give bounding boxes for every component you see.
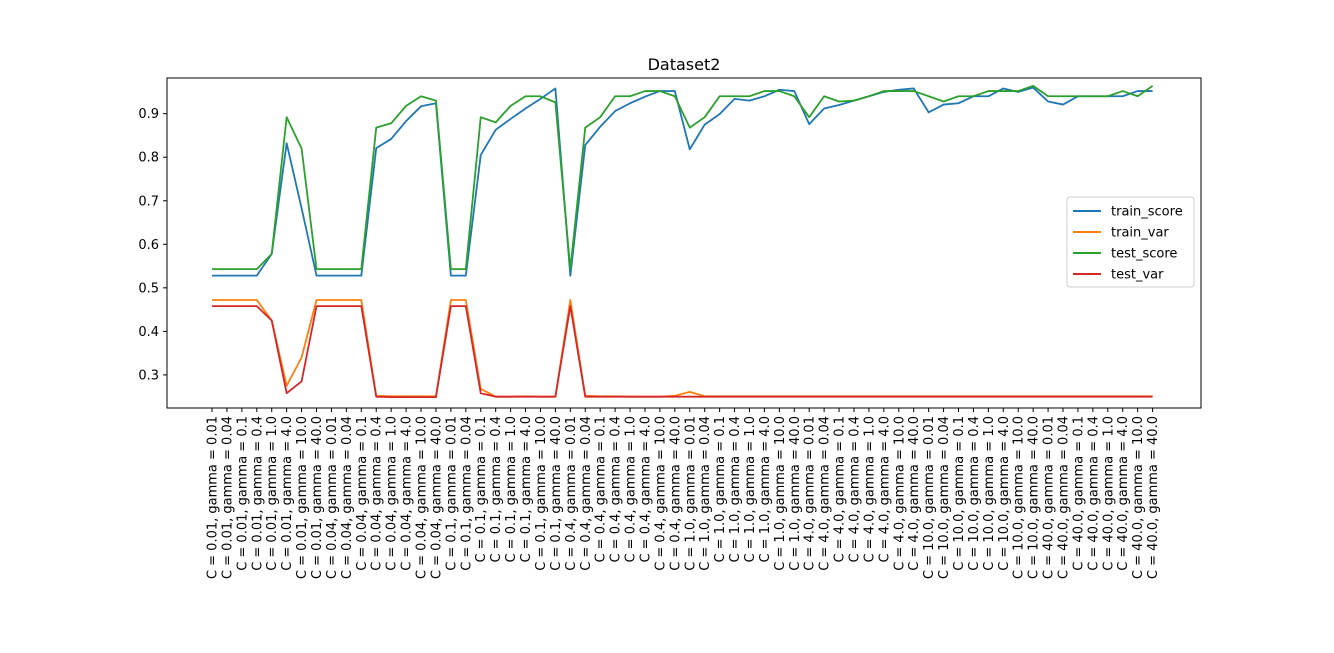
x-tick-label: C = 10.0, gamma = 0.01 xyxy=(922,416,937,579)
x-tick-label: C = 0.4, gamma = 1.0 xyxy=(624,416,639,563)
y-tick-label: 0.6 xyxy=(138,238,159,253)
x-tick-label: C = 10.0, gamma = 4.0 xyxy=(997,416,1012,571)
x-tick-label: C = 1.0, gamma = 0.01 xyxy=(683,416,698,571)
legend-label-train-score: train_score xyxy=(1111,205,1183,220)
x-tick-label: C = 10.0, gamma = 40.0 xyxy=(1027,416,1042,579)
x-tick-label: C = 10.0, gamma = 0.4 xyxy=(967,416,982,571)
x-tick-label: C = 40.0, gamma = 40.0 xyxy=(1146,416,1161,579)
x-tick-label: C = 4.0, gamma = 0.1 xyxy=(833,416,848,563)
x-tick-label: C = 0.4, gamma = 4.0 xyxy=(638,416,653,563)
x-tick-label: C = 40.0, gamma = 1.0 xyxy=(1101,416,1116,571)
x-tick-label: C = 1.0, gamma = 0.1 xyxy=(713,416,728,563)
x-tick-label: C = 1.0, gamma = 10.0 xyxy=(773,416,788,571)
x-tick-label: C = 4.0, gamma = 0.01 xyxy=(803,416,818,571)
x-tick-label: C = 0.1, gamma = 10.0 xyxy=(534,416,549,571)
x-tick-label: C = 40.0, gamma = 4.0 xyxy=(1116,416,1131,571)
x-tick-label: C = 0.01, gamma = 10.0 xyxy=(295,416,310,579)
x-tick-label: C = 1.0, gamma = 1.0 xyxy=(743,416,758,563)
series-line-train-score xyxy=(212,86,1153,277)
y-tick-label: 0.8 xyxy=(138,151,159,166)
plot-area xyxy=(166,77,1202,409)
x-tick-label: C = 10.0, gamma = 10.0 xyxy=(1012,416,1027,579)
x-tick-label: C = 0.04, gamma = 0.04 xyxy=(340,416,355,579)
x-tick-label: C = 4.0, gamma = 0.04 xyxy=(818,416,833,571)
x-tick-label: C = 1.0, gamma = 0.4 xyxy=(728,416,743,563)
x-tick-label: C = 0.4, gamma = 0.01 xyxy=(564,416,579,571)
series-line-test-var xyxy=(212,305,1153,399)
x-tick-label: C = 0.01, gamma = 0.04 xyxy=(220,416,235,579)
x-tick-label: C = 0.01, gamma = 0.4 xyxy=(250,416,265,571)
x-tick-label: C = 1.0, gamma = 40.0 xyxy=(788,416,803,571)
x-tick-label: C = 0.04, gamma = 4.0 xyxy=(400,416,415,571)
y-axis: 0.3 0.4 0.5 0.6 0.7 0.8 0.9 xyxy=(138,107,167,383)
x-tick-label: C = 0.1, gamma = 0.4 xyxy=(489,416,504,563)
x-tick-label: C = 10.0, gamma = 0.04 xyxy=(937,416,952,579)
y-tick-label: 0.9 xyxy=(138,107,159,122)
x-tick-label: C = 0.1, gamma = 1.0 xyxy=(504,416,519,563)
x-tick-label: C = 0.04, gamma = 40.0 xyxy=(429,416,444,579)
y-tick-label: 0.4 xyxy=(138,325,159,340)
x-tick-label: C = 0.1, gamma = 0.01 xyxy=(444,416,459,571)
x-tick-label: C = 0.01, gamma = 0.01 xyxy=(206,416,221,579)
x-tick-label: C = 0.01, gamma = 1.0 xyxy=(265,416,280,571)
x-tick-label: C = 0.4, gamma = 0.4 xyxy=(609,416,624,563)
x-tick-label: C = 0.1, gamma = 0.1 xyxy=(474,416,489,563)
legend-label-test-score: test_score xyxy=(1111,247,1177,262)
x-tick-label: C = 0.4, gamma = 10.0 xyxy=(653,416,668,571)
series-line-test-score xyxy=(212,84,1154,271)
x-tick-label: C = 4.0, gamma = 40.0 xyxy=(907,416,922,571)
y-tick-label: 0.5 xyxy=(138,281,159,296)
x-tick-label: C = 0.01, gamma = 40.0 xyxy=(310,416,325,579)
x-tick-label: C = 1.0, gamma = 4.0 xyxy=(758,416,773,563)
x-tick-label: C = 0.04, gamma = 0.01 xyxy=(325,416,340,579)
y-tick-label: 0.7 xyxy=(138,194,159,209)
x-tick-label: C = 4.0, gamma = 4.0 xyxy=(877,416,892,563)
x-tick-label: C = 0.4, gamma = 0.04 xyxy=(579,416,594,571)
y-tick-label: 0.3 xyxy=(138,368,159,383)
x-tick-label: C = 0.01, gamma = 4.0 xyxy=(280,416,295,571)
x-tick-label: C = 4.0, gamma = 10.0 xyxy=(892,416,907,571)
x-tick-label: C = 4.0, gamma = 0.4 xyxy=(847,416,862,563)
legend-label-test-var: test_var xyxy=(1111,268,1164,283)
x-tick-label: C = 0.04, gamma = 10.0 xyxy=(415,416,430,579)
x-tick-label: C = 10.0, gamma = 1.0 xyxy=(982,416,997,571)
legend-box xyxy=(1066,196,1195,288)
x-tick-label: C = 0.04, gamma = 0.1 xyxy=(355,416,370,571)
x-tick-label: C = 40.0, gamma = 0.01 xyxy=(1042,416,1057,579)
series-line-train-var xyxy=(212,299,1153,398)
x-tick-label: C = 0.1, gamma = 40.0 xyxy=(549,416,564,571)
x-tick-label: C = 0.4, gamma = 40.0 xyxy=(668,416,683,571)
legend-label-train-var: train_var xyxy=(1111,226,1169,241)
chart-title: Dataset2 xyxy=(648,55,721,74)
x-tick-label: C = 40.0, gamma = 0.4 xyxy=(1086,416,1101,571)
x-tick-label: C = 0.01, gamma = 0.1 xyxy=(235,416,250,571)
x-tick-label: C = 4.0, gamma = 1.0 xyxy=(862,416,877,563)
x-tick-label: C = 10.0, gamma = 0.1 xyxy=(952,416,967,571)
x-tick-label: C = 40.0, gamma = 10.0 xyxy=(1131,416,1146,579)
x-tick-label: C = 0.1, gamma = 4.0 xyxy=(519,416,534,563)
x-axis: C = 0.01, gamma = 0.01 C = 0.01, gamma = … xyxy=(206,408,1161,579)
x-tick-label: C = 0.04, gamma = 0.4 xyxy=(370,416,385,571)
x-tick-label: C = 40.0, gamma = 0.1 xyxy=(1071,416,1086,571)
x-tick-label: C = 0.1, gamma = 0.04 xyxy=(459,416,474,571)
legend: train_score train_var test_score test_var xyxy=(1066,196,1195,288)
x-tick-label: C = 0.4, gamma = 0.1 xyxy=(594,416,609,563)
x-tick-label: C = 40.0, gamma = 0.04 xyxy=(1057,416,1072,579)
x-tick-label: C = 1.0, gamma = 0.04 xyxy=(698,416,713,571)
x-tick-label: C = 0.04, gamma = 1.0 xyxy=(385,416,400,571)
plot-frame xyxy=(166,77,1202,409)
